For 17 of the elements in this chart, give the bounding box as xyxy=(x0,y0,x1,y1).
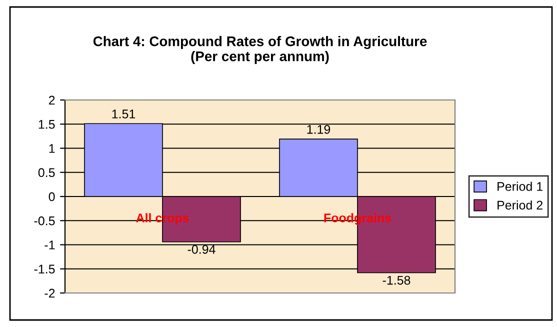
data-label: 1.51 xyxy=(112,110,136,118)
y-tick-label: -2 xyxy=(44,288,55,298)
data-label: -1.58 xyxy=(382,276,410,285)
y-tick-label: -1.5 xyxy=(34,264,55,274)
y-tick-label: -0.5 xyxy=(34,216,55,226)
y-tick-label: 1 xyxy=(49,144,55,153)
chart-title: Chart 4: Compound Rates of Growth in Agriculture (Per cent per annum) xyxy=(93,36,427,64)
y-tick-label: 1.5 xyxy=(38,120,55,129)
y-tick-label: 2 xyxy=(48,96,55,105)
x-tick-label: Foodgrains xyxy=(324,213,392,225)
data-label: 1.19 xyxy=(307,124,330,134)
y-tick-label: 0 xyxy=(48,192,55,202)
legend-label: Period 1 xyxy=(498,182,542,191)
legend-label: Period 2 xyxy=(498,200,542,210)
y-tick-label: 0.5 xyxy=(38,168,55,178)
y-tick-label: -1 xyxy=(44,240,55,250)
data-label: -0.94 xyxy=(188,244,216,254)
